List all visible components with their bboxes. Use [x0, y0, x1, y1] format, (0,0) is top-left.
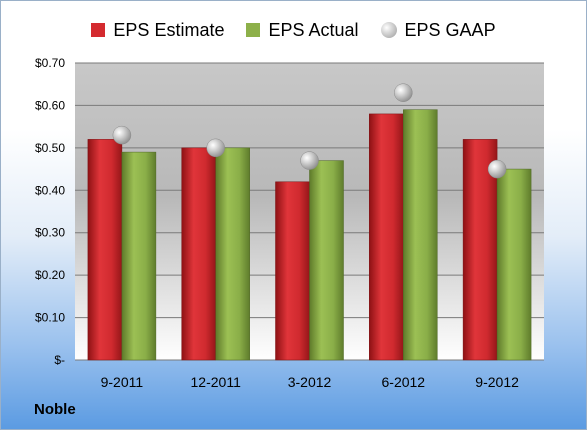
bar-eps-estimate	[87, 139, 123, 361]
y-tick-label: $0.70	[35, 56, 65, 70]
legend-item-gaap: EPS GAAP	[380, 19, 496, 41]
x-tick-label: 12-2011	[191, 374, 242, 390]
bubble-eps-gaap	[487, 159, 507, 179]
legend-item-actual: EPS Actual	[246, 19, 359, 41]
y-tick-label: $0.40	[35, 183, 65, 197]
x-tick-label: 6-2012	[382, 374, 426, 390]
company-name: Noble	[34, 401, 76, 418]
bubble-eps-gaap	[394, 83, 413, 102]
y-tick-label: $0.10	[35, 311, 65, 325]
bar-eps-actual	[215, 147, 250, 361]
legend-label-estimate: EPS Estimate	[113, 19, 225, 40]
bar-eps-actual	[309, 160, 344, 361]
bubble-eps-gaap	[112, 125, 132, 145]
legend-swatch-estimate	[91, 23, 106, 37]
legend: EPS Estimate EPS Actual EPS GAAP	[1, 17, 586, 43]
bar-eps-actual	[403, 109, 438, 361]
legend-swatch-actual	[246, 23, 261, 37]
x-tick-label: 9-2012	[475, 374, 519, 390]
bar-eps-actual	[496, 168, 532, 361]
legend-swatch-gaap	[380, 22, 397, 38]
x-tick-label: 3-2012	[288, 374, 332, 390]
x-tick-label: 9-2011	[101, 374, 144, 390]
bar-eps-estimate	[275, 181, 310, 361]
bubble-eps-gaap	[206, 138, 225, 158]
bar-eps-estimate	[181, 147, 216, 361]
legend-label-gaap: EPS GAAP	[404, 19, 496, 40]
y-tick-label: $0.60	[35, 98, 65, 112]
bubble-eps-gaap	[300, 151, 319, 170]
bar-eps-actual	[121, 151, 157, 361]
y-tick-label: $0.20	[35, 268, 65, 282]
legend-item-estimate: EPS Estimate	[91, 20, 224, 41]
bar-eps-estimate	[369, 113, 404, 361]
y-tick-label: $0.50	[35, 141, 65, 155]
legend-label-actual: EPS Actual	[268, 19, 359, 40]
y-tick-label: $0.30	[35, 226, 65, 240]
y-tick-label: $-	[54, 353, 65, 367]
